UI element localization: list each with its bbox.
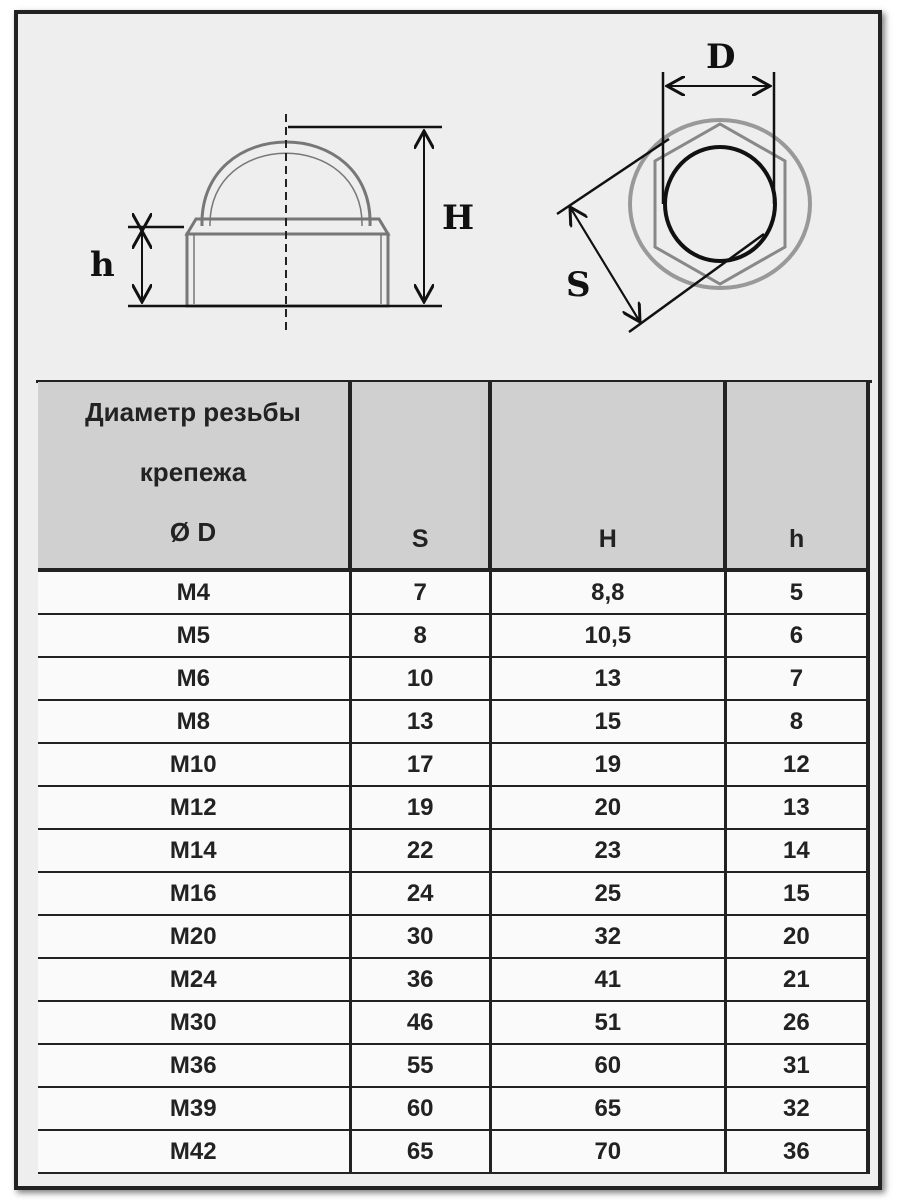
table-row: M42 65 70 36 xyxy=(38,1130,870,1174)
cell-H: 51 xyxy=(488,1001,726,1045)
cell-h: 13 xyxy=(723,786,870,830)
cap-nut-drawing: h H D S xyxy=(90,37,812,334)
cell-s: 60 xyxy=(348,1087,491,1131)
cell-diameter: M42 xyxy=(38,1130,350,1174)
cell-diameter: M4 xyxy=(38,570,350,615)
cell-s: 10 xyxy=(348,657,491,701)
cell-diameter: M14 xyxy=(38,829,350,873)
cell-H: 15 xyxy=(488,700,726,744)
table-row: M12 19 20 13 xyxy=(38,786,870,830)
table-row: M36 55 60 31 xyxy=(38,1044,870,1088)
top-view xyxy=(628,118,812,290)
cell-h: 26 xyxy=(723,1001,870,1045)
cell-H: 65 xyxy=(488,1087,726,1131)
label-H: H xyxy=(442,198,474,238)
cell-diameter: M5 xyxy=(38,614,350,658)
table-row: M6 10 13 7 xyxy=(38,657,870,701)
cell-H: 60 xyxy=(488,1044,726,1088)
cell-s: 8 xyxy=(348,614,491,658)
cell-s: 65 xyxy=(348,1130,491,1174)
label-h: h xyxy=(90,245,115,285)
dimension-table: Диаметр резьбы крепежа Ø D S H h M4 7 8,8 5… xyxy=(38,382,870,1174)
cell-s: 13 xyxy=(348,700,491,744)
table-row: M10 17 19 12 xyxy=(38,743,870,787)
cell-s: 30 xyxy=(348,915,491,959)
cell-h: 14 xyxy=(723,829,870,873)
cell-h: 12 xyxy=(723,743,870,787)
header-diameter-line1: Диаметр резьбы xyxy=(85,397,301,427)
cell-H: 10,5 xyxy=(488,614,726,658)
cell-diameter: M24 xyxy=(38,958,350,1002)
table-row: M4 7 8,8 5 xyxy=(38,570,870,615)
cell-s: 17 xyxy=(348,743,491,787)
cell-s: 36 xyxy=(348,958,491,1002)
label-S: S xyxy=(566,265,591,305)
cell-H: 70 xyxy=(488,1130,726,1174)
table-row: M16 24 25 15 xyxy=(38,872,870,916)
cell-h: 20 xyxy=(723,915,870,959)
cell-h: 7 xyxy=(723,657,870,701)
cell-h: 6 xyxy=(723,614,870,658)
header-diameter: Диаметр резьбы крепежа Ø D xyxy=(38,382,350,572)
table-row: M5 8 10,5 6 xyxy=(38,614,870,658)
table-row: M14 22 23 14 xyxy=(38,829,870,873)
table-top-border xyxy=(36,380,872,383)
cell-s: 19 xyxy=(348,786,491,830)
table-row: M39 60 65 32 xyxy=(38,1087,870,1131)
cell-diameter: M20 xyxy=(38,915,350,959)
cell-H: 13 xyxy=(488,657,726,701)
table-row: M8 13 15 8 xyxy=(38,700,870,744)
cell-h: 31 xyxy=(723,1044,870,1088)
cell-H: 41 xyxy=(488,958,726,1002)
cell-diameter: M8 xyxy=(38,700,350,744)
cell-H: 32 xyxy=(488,915,726,959)
cell-s: 55 xyxy=(348,1044,491,1088)
side-view xyxy=(184,140,391,308)
header-diameter-line2: крепежа xyxy=(139,457,247,487)
cell-diameter: M12 xyxy=(38,786,350,830)
cell-diameter: M16 xyxy=(38,872,350,916)
cell-h: 5 xyxy=(723,570,870,615)
table-row: M30 46 51 26 xyxy=(38,1001,870,1045)
table-header-row: Диаметр резьбы крепежа Ø D S H h xyxy=(38,382,870,572)
cell-s: 24 xyxy=(348,872,491,916)
header-diameter-line3: Ø D xyxy=(169,517,217,547)
cell-diameter: M10 xyxy=(38,743,350,787)
cell-s: 7 xyxy=(348,570,491,615)
cell-s: 46 xyxy=(348,1001,491,1045)
cell-h: 36 xyxy=(723,1130,870,1174)
header-H: H xyxy=(488,382,726,572)
spec-sheet-frame: h H D S Диаметр резьбы крепеж xyxy=(14,10,882,1190)
table-row: M20 30 32 20 xyxy=(38,915,870,959)
cell-h: 32 xyxy=(723,1087,870,1131)
cell-H: 20 xyxy=(488,786,726,830)
cell-h: 8 xyxy=(723,700,870,744)
label-D: D xyxy=(706,37,735,77)
cell-H: 8,8 xyxy=(488,570,726,615)
table-row: M24 36 41 21 xyxy=(38,958,870,1002)
cell-H: 25 xyxy=(488,872,726,916)
cell-H: 19 xyxy=(488,743,726,787)
header-s: S xyxy=(347,382,491,572)
cell-diameter: M6 xyxy=(38,657,350,701)
cell-h: 15 xyxy=(723,872,870,916)
header-h: h xyxy=(723,382,870,572)
cell-h: 21 xyxy=(723,958,870,1002)
cell-diameter: M36 xyxy=(38,1044,350,1088)
cell-diameter: M30 xyxy=(38,1001,350,1045)
cell-H: 23 xyxy=(488,829,726,873)
cell-s: 22 xyxy=(348,829,491,873)
cell-diameter: M39 xyxy=(38,1087,350,1131)
